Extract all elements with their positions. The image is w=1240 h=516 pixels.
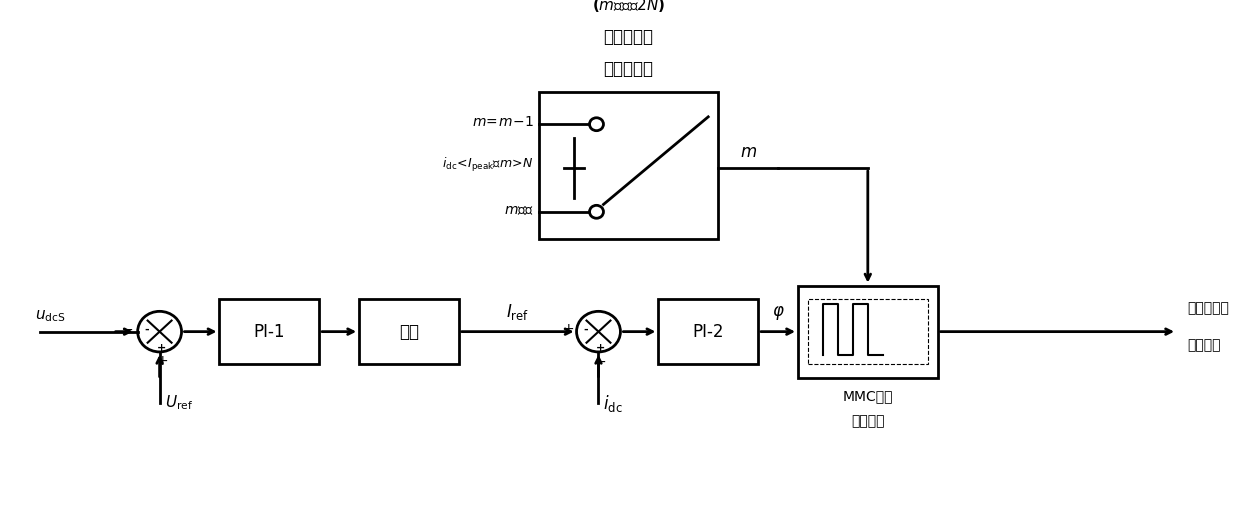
Bar [658, 299, 758, 364]
Text: $+$: $+$ [563, 322, 574, 336]
Text: +: + [596, 343, 605, 353]
Text: 调制方法: 调制方法 [851, 414, 884, 429]
Text: 限幅: 限幅 [399, 322, 419, 341]
Text: 驱动脉冲: 驱动脉冲 [1187, 338, 1220, 352]
Text: 单相投入的: 单相投入的 [604, 60, 653, 78]
Text: PI-1: PI-1 [253, 322, 285, 341]
Text: $-$: $-$ [120, 322, 133, 336]
Text: $u_{\rm dcS}$: $u_{\rm dcS}$ [35, 309, 66, 324]
Bar [219, 299, 319, 364]
Text: -: - [583, 325, 588, 335]
Bar [360, 299, 459, 364]
Bar [538, 92, 718, 239]
Text: -: - [144, 325, 149, 335]
Text: $m$: $m$ [739, 143, 756, 160]
Text: $U_{\rm ref}$: $U_{\rm ref}$ [165, 393, 192, 412]
Text: $m$不变: $m$不变 [503, 203, 533, 217]
Text: $i_{\rm dc}$: $i_{\rm dc}$ [604, 393, 624, 414]
Text: $m\!=\!m\!-\!1$: $m\!=\!m\!-\!1$ [472, 116, 533, 130]
Text: MMC移相: MMC移相 [842, 389, 893, 403]
Text: 原边各单元: 原边各单元 [1187, 301, 1229, 316]
Text: $-$: $-$ [594, 354, 606, 368]
Text: $I_{\rm ref}$: $I_{\rm ref}$ [506, 302, 529, 322]
Text: +: + [157, 343, 166, 353]
Circle shape [589, 205, 604, 218]
Text: ($m$初始值$2N$): ($m$初始值$2N$) [591, 0, 665, 13]
Text: $+$: $+$ [155, 354, 167, 368]
Bar [808, 299, 928, 364]
Text: PI-2: PI-2 [692, 322, 724, 341]
Circle shape [589, 118, 604, 131]
Text: $i_{\rm dc}\!<\!I_{\rm peak}$且$m\!>\!N$: $i_{\rm dc}\!<\!I_{\rm peak}$且$m\!>\!N$ [441, 156, 533, 174]
Text: 单元数计算: 单元数计算 [604, 28, 653, 46]
Bar [799, 285, 937, 378]
Text: $\varphi$: $\varphi$ [771, 304, 785, 322]
